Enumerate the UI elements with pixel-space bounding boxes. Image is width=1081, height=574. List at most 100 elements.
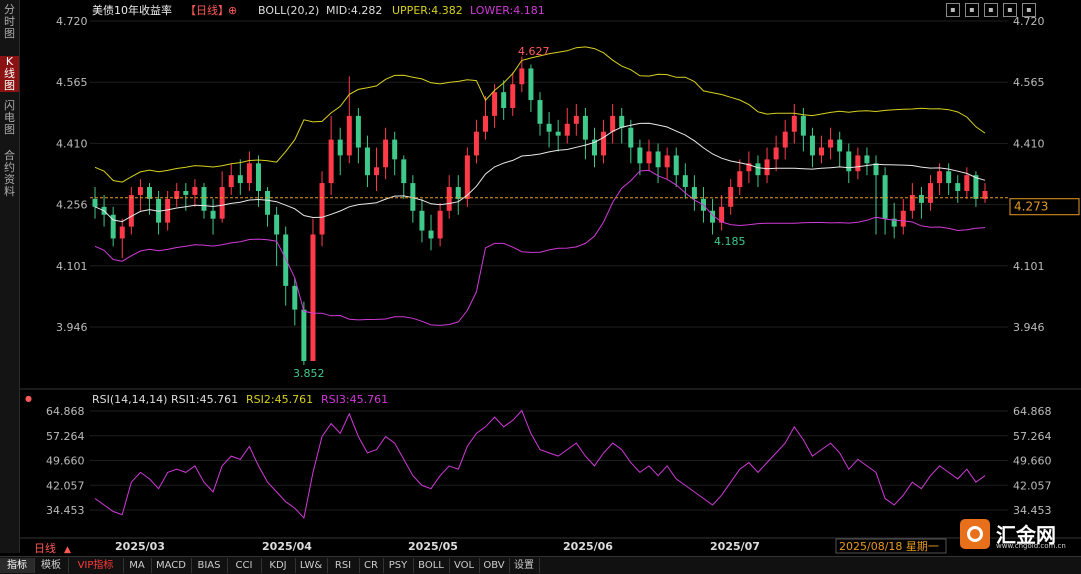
candle-body <box>537 100 543 124</box>
price-tick-left: 4.101 <box>56 260 88 273</box>
bottom-tab-15[interactable]: 设置 <box>509 558 540 573</box>
candle-body <box>682 175 688 188</box>
candle-body <box>573 115 579 124</box>
price-tick-left: 4.720 <box>56 15 88 28</box>
bottom-tab-0[interactable]: 指标 <box>0 558 35 573</box>
candle-body <box>301 309 307 361</box>
candle-body <box>828 139 834 148</box>
bottom-tab-5[interactable]: BIAS <box>191 558 228 573</box>
price-tick-right: 4.410 <box>1013 137 1045 150</box>
candle-body <box>237 175 243 184</box>
candle-body <box>764 159 770 176</box>
candle-body <box>364 147 370 176</box>
candle-body <box>809 135 815 156</box>
candle-body <box>546 123 552 132</box>
bottom-tab-1[interactable]: 模板 <box>34 558 69 573</box>
current-price-label: 4.273 <box>1014 200 1048 214</box>
bottom-tab-6[interactable]: CCI <box>227 558 262 573</box>
candle-body <box>183 191 189 195</box>
bottom-tab-3[interactable]: MA <box>123 558 152 573</box>
rsi-line <box>94 409 986 520</box>
candle-body <box>564 123 570 136</box>
candle-body <box>928 183 934 203</box>
candle-body <box>555 131 561 136</box>
candle-body <box>483 115 489 132</box>
current-price-box <box>1009 198 1080 216</box>
candle-body <box>873 163 879 176</box>
candle-body <box>174 191 180 199</box>
candle-body <box>92 198 98 207</box>
expand-icon[interactable]: ▪ <box>1022 3 1036 17</box>
bottom-tab-9[interactable]: RSI <box>327 558 360 573</box>
price-tick-right: 4.101 <box>1013 260 1045 273</box>
price-tick-left: 4.256 <box>56 199 88 212</box>
side-tab-3[interactable]: 合约资料 <box>4 149 15 198</box>
rsi-tick-left: 57.264 <box>46 430 85 443</box>
candle-body <box>918 194 924 203</box>
rsi-settings-icon: ● <box>25 394 32 403</box>
candle-body <box>156 198 162 223</box>
bottom-tab-11[interactable]: PSY <box>383 558 414 573</box>
period-badge: 【日线】 <box>185 3 229 17</box>
rsi2-label: RSI2:45.761 <box>246 393 313 406</box>
brand-logo: 汇金网 www.cngold.com.cn <box>958 517 1078 552</box>
candle-body <box>128 194 134 227</box>
candle-body <box>973 175 979 199</box>
candle-body <box>374 167 380 176</box>
candle-body <box>728 187 734 207</box>
bottom-tab-2[interactable]: VIP指标 <box>68 558 124 573</box>
bottom-tab-10[interactable]: CR <box>359 558 384 573</box>
candle-body <box>855 155 861 172</box>
zoom-out-icon[interactable]: ▪ <box>946 3 960 17</box>
candle-body <box>691 187 697 199</box>
side-tab-0[interactable]: 分时图 <box>4 3 15 40</box>
zoom-in-icon[interactable]: ▪ <box>965 3 979 17</box>
candle-body <box>591 139 597 156</box>
bottom-tab-14[interactable]: OBV <box>479 558 510 573</box>
candle-body <box>201 187 207 211</box>
candle-body <box>773 147 779 160</box>
rsi-tick-right: 57.264 <box>1013 430 1052 443</box>
rsi-label: RSI(14,14,14) <box>92 393 167 406</box>
candle-body <box>837 139 843 152</box>
candle-body <box>428 230 434 239</box>
candle-body <box>383 139 389 168</box>
candle-body <box>464 155 470 199</box>
candle-body <box>437 210 443 239</box>
candle-body <box>137 187 143 195</box>
bottom-tab-4[interactable]: MACD <box>151 558 192 573</box>
candle-body <box>819 147 825 156</box>
candle-body <box>410 183 416 211</box>
price-tick-right: 4.565 <box>1013 76 1045 89</box>
bottom-tab-8[interactable]: LW& <box>295 558 328 573</box>
candle-body <box>492 92 498 116</box>
candle-body <box>310 234 316 361</box>
candle-body <box>946 171 952 184</box>
rsi-tick-left: 42.057 <box>46 479 85 492</box>
candle-body <box>346 115 352 156</box>
bottom-tab-7[interactable]: KDJ <box>261 558 296 573</box>
bottom-tab-12[interactable]: BOLL <box>413 558 450 573</box>
candle-body <box>455 187 461 199</box>
candle-body <box>673 155 679 176</box>
candle-body <box>900 210 906 227</box>
minimize-icon[interactable]: ▪ <box>1003 3 1017 17</box>
candle-body <box>528 68 534 101</box>
candle-body <box>401 159 407 184</box>
high-annotation: 4.627 <box>518 45 550 58</box>
grid-icon[interactable]: ▪ <box>984 3 998 17</box>
candle-body <box>646 151 652 164</box>
rsi-tick-right: 34.453 <box>1013 504 1052 517</box>
chart-area[interactable]: 4.7204.7204.5654.5654.4104.4104.2564.256… <box>0 0 1081 556</box>
bottom-tab-13[interactable]: VOL <box>449 558 480 573</box>
candle-body <box>937 171 943 184</box>
candle-body <box>782 131 788 148</box>
price-tick-left: 4.565 <box>56 76 88 89</box>
candle-body <box>165 198 171 223</box>
side-tab-2[interactable]: 闪电图 <box>4 99 15 136</box>
boll-label: BOLL(20,2) <box>258 4 319 17</box>
rsi1-label: RSI1:45.761 <box>171 393 238 406</box>
target-icon: ⊕ <box>228 4 237 17</box>
